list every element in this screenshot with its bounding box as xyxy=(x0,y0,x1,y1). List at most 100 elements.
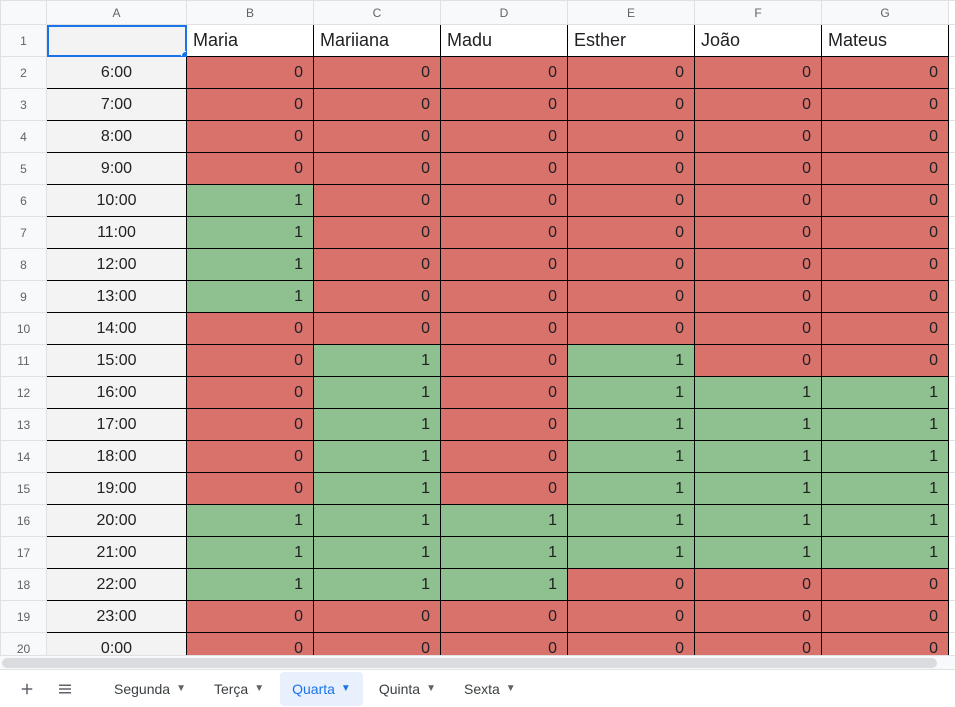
value-cell[interactable]: 0 xyxy=(441,409,568,441)
value-cell[interactable]: 1 xyxy=(314,441,441,473)
column-header-D[interactable]: D xyxy=(441,1,568,25)
value-cell[interactable]: 0 xyxy=(695,121,822,153)
value-cell[interactable]: 0 xyxy=(441,473,568,505)
value-cell[interactable]: 0 xyxy=(695,185,822,217)
value-cell[interactable]: 0 xyxy=(441,377,568,409)
time-cell[interactable]: 12:00 xyxy=(47,249,187,281)
chevron-down-icon[interactable]: ▼ xyxy=(254,683,264,694)
value-cell[interactable]: 0 xyxy=(314,185,441,217)
value-cell[interactable]: 0 xyxy=(187,377,314,409)
value-cell[interactable]: 0 xyxy=(314,281,441,313)
column-header-B[interactable]: B xyxy=(187,1,314,25)
sheet-tab-sexta[interactable]: Sexta▼ xyxy=(452,672,528,706)
value-cell[interactable]: 0 xyxy=(441,185,568,217)
value-cell[interactable]: 0 xyxy=(822,281,949,313)
value-cell[interactable]: 0 xyxy=(568,121,695,153)
value-cell[interactable]: 1 xyxy=(314,345,441,377)
row-header-2[interactable]: 2 xyxy=(1,57,47,89)
value-cell[interactable]: 0 xyxy=(314,601,441,633)
time-cell[interactable]: 9:00 xyxy=(47,153,187,185)
value-cell[interactable]: 1 xyxy=(314,505,441,537)
value-cell[interactable]: 1 xyxy=(822,537,949,569)
row-header-7[interactable]: 7 xyxy=(1,217,47,249)
value-cell[interactable]: 0 xyxy=(441,441,568,473)
value-cell[interactable]: 0 xyxy=(822,345,949,377)
value-cell[interactable]: 0 xyxy=(441,345,568,377)
value-cell[interactable]: 1 xyxy=(187,505,314,537)
chevron-down-icon[interactable]: ▼ xyxy=(426,683,436,694)
value-cell[interactable]: 0 xyxy=(822,569,949,601)
value-cell[interactable]: 0 xyxy=(187,409,314,441)
value-cell[interactable]: 0 xyxy=(568,249,695,281)
value-cell[interactable]: 0 xyxy=(187,473,314,505)
add-sheet-button[interactable] xyxy=(10,672,44,706)
value-cell[interactable]: 1 xyxy=(187,185,314,217)
value-cell[interactable]: 1 xyxy=(314,537,441,569)
time-cell[interactable]: 14:00 xyxy=(47,313,187,345)
value-cell[interactable]: 0 xyxy=(441,601,568,633)
value-cell[interactable]: 1 xyxy=(441,537,568,569)
time-cell[interactable]: 22:00 xyxy=(47,569,187,601)
chevron-down-icon[interactable]: ▼ xyxy=(176,683,186,694)
value-cell[interactable]: 0 xyxy=(695,57,822,89)
sheet-tab-quarta[interactable]: Quarta▼ xyxy=(280,672,363,706)
time-cell[interactable]: 23:00 xyxy=(47,601,187,633)
horizontal-scrollbar[interactable] xyxy=(0,655,955,669)
value-cell[interactable]: 1 xyxy=(187,281,314,313)
row-header-20[interactable]: 20 xyxy=(1,633,47,656)
row-header-4[interactable]: 4 xyxy=(1,121,47,153)
name-cell[interactable]: João xyxy=(695,25,822,57)
value-cell[interactable]: 0 xyxy=(568,281,695,313)
value-cell[interactable]: 0 xyxy=(187,89,314,121)
value-cell[interactable]: 0 xyxy=(695,569,822,601)
value-cell[interactable]: 1 xyxy=(441,505,568,537)
value-cell[interactable]: 1 xyxy=(695,505,822,537)
row-header-8[interactable]: 8 xyxy=(1,249,47,281)
spreadsheet-grid[interactable]: ABCDEFG1MariaMariianaMaduEstherJoãoMateu… xyxy=(0,0,955,655)
row-header-10[interactable]: 10 xyxy=(1,313,47,345)
name-cell[interactable]: Mateus xyxy=(822,25,949,57)
time-cell[interactable]: 21:00 xyxy=(47,537,187,569)
column-header-A[interactable]: A xyxy=(47,1,187,25)
row-header-18[interactable]: 18 xyxy=(1,569,47,601)
row-header-9[interactable]: 9 xyxy=(1,281,47,313)
column-header-E[interactable]: E xyxy=(568,1,695,25)
value-cell[interactable]: 0 xyxy=(441,121,568,153)
value-cell[interactable]: 0 xyxy=(822,249,949,281)
value-cell[interactable]: 0 xyxy=(187,57,314,89)
row-header-11[interactable]: 11 xyxy=(1,345,47,377)
value-cell[interactable]: 0 xyxy=(568,633,695,656)
row-header-19[interactable]: 19 xyxy=(1,601,47,633)
time-cell[interactable]: 15:00 xyxy=(47,345,187,377)
value-cell[interactable]: 0 xyxy=(695,249,822,281)
value-cell[interactable]: 1 xyxy=(314,569,441,601)
column-header-F[interactable]: F xyxy=(695,1,822,25)
value-cell[interactable]: 0 xyxy=(187,633,314,656)
value-cell[interactable]: 0 xyxy=(568,217,695,249)
value-cell[interactable]: 0 xyxy=(568,185,695,217)
row-header-17[interactable]: 17 xyxy=(1,537,47,569)
value-cell[interactable]: 0 xyxy=(822,89,949,121)
value-cell[interactable]: 0 xyxy=(568,89,695,121)
row-header-1[interactable]: 1 xyxy=(1,25,47,57)
time-cell[interactable]: 18:00 xyxy=(47,441,187,473)
time-cell[interactable]: 13:00 xyxy=(47,281,187,313)
all-sheets-button[interactable] xyxy=(48,672,82,706)
row-header-3[interactable]: 3 xyxy=(1,89,47,121)
value-cell[interactable]: 0 xyxy=(187,121,314,153)
chevron-down-icon[interactable]: ▼ xyxy=(506,683,516,694)
value-cell[interactable]: 0 xyxy=(568,153,695,185)
value-cell[interactable]: 0 xyxy=(695,281,822,313)
value-cell[interactable]: 1 xyxy=(568,537,695,569)
value-cell[interactable]: 1 xyxy=(695,441,822,473)
value-cell[interactable]: 0 xyxy=(314,249,441,281)
value-cell[interactable]: 1 xyxy=(695,537,822,569)
value-cell[interactable]: 1 xyxy=(822,441,949,473)
time-cell[interactable]: 0:00 xyxy=(47,633,187,656)
value-cell[interactable]: 0 xyxy=(822,601,949,633)
value-cell[interactable]: 0 xyxy=(187,345,314,377)
scrollbar-thumb[interactable] xyxy=(2,658,937,668)
value-cell[interactable]: 1 xyxy=(695,409,822,441)
value-cell[interactable]: 1 xyxy=(568,473,695,505)
value-cell[interactable]: 1 xyxy=(695,377,822,409)
